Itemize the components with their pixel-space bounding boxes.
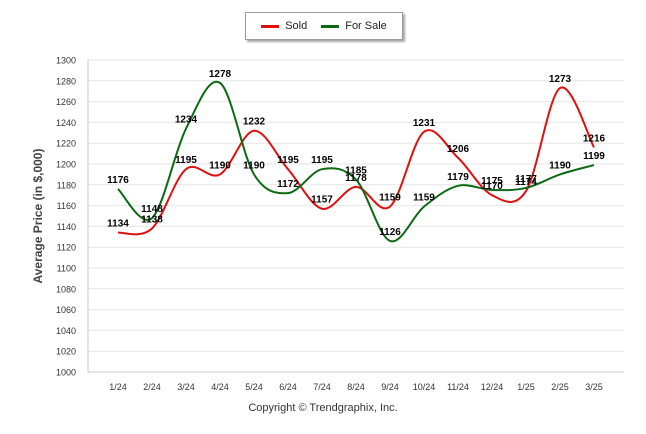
data-label-sold: 1216 bbox=[583, 133, 606, 144]
y-tick-label: 1100 bbox=[57, 264, 76, 274]
data-label-for-sale: 1126 bbox=[379, 227, 401, 238]
data-labels: 1134 1138 1195 1190 1232 1195 1157 1178 1159 1231… bbox=[107, 69, 605, 238]
legend-label-for-sale: For Sale bbox=[345, 20, 387, 32]
data-label-for-sale: 1190 bbox=[549, 160, 571, 171]
y-tick-label: 1220 bbox=[56, 139, 76, 149]
y-axis-label: Average Price (in $,000) bbox=[31, 149, 45, 284]
data-label-for-sale: 1278 bbox=[209, 69, 232, 80]
data-label-sold: 1190 bbox=[209, 160, 231, 171]
x-tick-label: 5/24 bbox=[245, 382, 263, 392]
series-line-for-sale bbox=[117, 80, 595, 243]
data-label-sold: 1138 bbox=[141, 214, 163, 225]
legend-item-for-sale[interactable]: For Sale bbox=[321, 20, 387, 32]
x-tick-label: 1/25 bbox=[517, 382, 535, 392]
data-label-sold: 1195 bbox=[175, 155, 197, 166]
x-tick-label: 7/24 bbox=[313, 382, 331, 392]
y-tick-label: 1120 bbox=[57, 243, 76, 253]
x-tick-label: 4/24 bbox=[211, 382, 229, 392]
y-tick-label: 1260 bbox=[56, 97, 76, 107]
x-tick-label: 10/24 bbox=[413, 382, 436, 392]
x-tick-label: 11/24 bbox=[447, 382, 469, 392]
chart-grid bbox=[87, 59, 624, 373]
x-tick-label: 3/24 bbox=[177, 382, 195, 392]
data-label-sold: 1206 bbox=[447, 144, 470, 155]
data-label-sold: 1232 bbox=[243, 117, 266, 128]
legend-item-sold[interactable]: Sold bbox=[261, 20, 307, 32]
y-tick-label: 1020 bbox=[56, 347, 76, 357]
data-label-for-sale: 1177 bbox=[515, 174, 537, 185]
x-tick-label: 2/24 bbox=[143, 382, 161, 392]
data-label-for-sale: 1190 bbox=[243, 160, 265, 171]
data-label-sold: 1273 bbox=[549, 74, 572, 85]
y-tick-label: 1300 bbox=[56, 56, 76, 66]
x-tick-label: 1/24 bbox=[109, 382, 127, 392]
x-axis-ticks: 1/24 2/24 3/24 4/24 5/24 6/24 7/24 8/24 9/24 10/2… bbox=[109, 382, 603, 392]
y-tick-label: 1240 bbox=[56, 118, 76, 128]
data-label-for-sale: 1234 bbox=[175, 115, 198, 126]
y-tick-label: 1200 bbox=[56, 160, 76, 170]
copyright-footer: Copyright © Trendgraphix, Inc. bbox=[248, 402, 398, 414]
data-label-for-sale: 1175 bbox=[481, 176, 503, 187]
data-label-for-sale: 1185 bbox=[345, 166, 367, 177]
y-tick-label: 1040 bbox=[56, 326, 76, 336]
chart-legend: Sold For Sale bbox=[245, 12, 403, 40]
series-lines bbox=[117, 80, 595, 243]
x-tick-label: 6/24 bbox=[279, 382, 297, 392]
data-label-for-sale: 1195 bbox=[311, 155, 333, 166]
data-label-for-sale: 1172 bbox=[277, 179, 299, 190]
data-label-for-sale: 1148 bbox=[141, 204, 163, 215]
x-tick-label: 9/24 bbox=[381, 382, 399, 392]
legend-swatch-sold bbox=[261, 24, 280, 28]
data-label-sold: 1178 bbox=[345, 173, 367, 184]
series-line-sold bbox=[117, 86, 595, 236]
x-tick-label: 12/24 bbox=[481, 382, 504, 392]
data-label-sold: 1157 bbox=[311, 195, 333, 206]
data-label-sold: 1174 bbox=[515, 177, 537, 188]
data-label-sold: 1159 bbox=[379, 193, 401, 204]
y-tick-label: 1280 bbox=[56, 76, 76, 86]
y-tick-label: 1000 bbox=[56, 368, 76, 378]
y-tick-label: 1160 bbox=[57, 201, 76, 211]
y-tick-label: 1060 bbox=[56, 305, 76, 315]
data-label-sold: 1231 bbox=[413, 118, 436, 129]
data-label-sold: 1134 bbox=[107, 219, 129, 230]
data-label-sold: 1170 bbox=[481, 181, 503, 192]
y-tick-label: 1080 bbox=[56, 284, 76, 294]
data-label-sold: 1195 bbox=[277, 155, 299, 166]
data-label-for-sale: 1176 bbox=[107, 175, 129, 186]
x-tick-label: 8/24 bbox=[347, 382, 365, 392]
x-tick-label: 2/25 bbox=[551, 382, 569, 392]
y-tick-label: 1180 bbox=[57, 180, 76, 190]
data-label-for-sale: 1179 bbox=[447, 172, 469, 183]
data-label-for-sale: 1159 bbox=[413, 193, 435, 204]
data-label-for-sale: 1199 bbox=[583, 151, 605, 162]
x-tick-label: 3/25 bbox=[585, 382, 603, 392]
y-tick-label: 1140 bbox=[57, 222, 76, 232]
legend-swatch-for-sale bbox=[321, 24, 340, 28]
y-axis-ticks: 1000 1020 1040 1060 1080 1100 1120 1140 1160 1180… bbox=[56, 56, 76, 378]
legend-label-sold: Sold bbox=[285, 20, 308, 32]
